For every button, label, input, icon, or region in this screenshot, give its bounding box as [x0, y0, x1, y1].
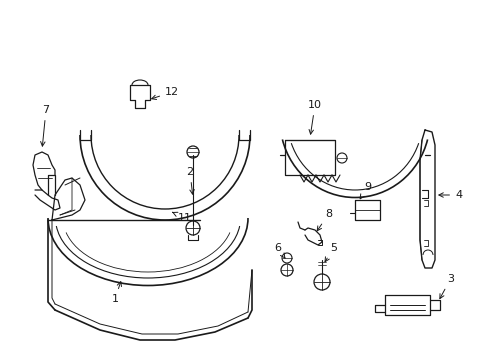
Text: 1: 1 [111, 282, 121, 304]
Text: 7: 7 [41, 105, 49, 146]
Text: 3: 3 [439, 274, 453, 298]
Text: 6: 6 [274, 243, 285, 258]
Text: 4: 4 [438, 190, 461, 200]
Text: 5: 5 [325, 243, 336, 262]
Text: 10: 10 [307, 100, 321, 134]
Text: 8: 8 [317, 209, 331, 231]
Text: 11: 11 [172, 212, 192, 223]
Text: 9: 9 [359, 182, 371, 199]
Text: 2: 2 [186, 167, 194, 194]
Text: 12: 12 [151, 87, 179, 99]
